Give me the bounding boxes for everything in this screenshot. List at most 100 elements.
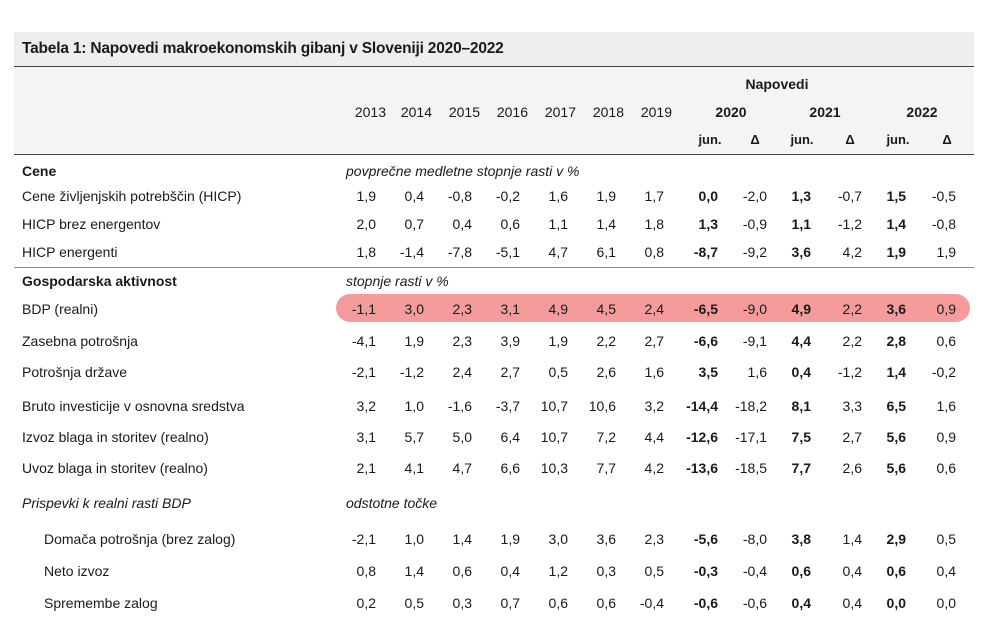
table-cell: 1,1 — [548, 216, 568, 232]
table-cell: -0,7 — [837, 188, 862, 204]
table-cell: 2,3 — [644, 531, 664, 547]
section-label: Cene — [22, 163, 57, 179]
table-cell: 3,2 — [356, 398, 376, 414]
table-cell: 2,6 — [842, 460, 862, 476]
table-cell: 0,7 — [404, 216, 424, 232]
table-cell: 1,4 — [452, 531, 472, 547]
table-cell: 0,6 — [936, 460, 956, 476]
table-cell: 1,9 — [936, 244, 956, 260]
table-cell: 5,6 — [886, 460, 906, 476]
table-cell: 0,2 — [356, 595, 376, 611]
table-cell: -5,1 — [495, 244, 520, 260]
year-header-2021: 2021 — [809, 104, 841, 120]
year-header-2013: 2013 — [354, 104, 386, 120]
table-cell: -6,6 — [693, 333, 718, 349]
table-title: Tabela 1: Napovedi makroekonomskih giban… — [22, 40, 504, 57]
table-cell: -1,2 — [837, 364, 862, 380]
table-cell: 3,0 — [404, 301, 424, 317]
table-cell: 0,6 — [791, 563, 811, 579]
table-cell: 0,5 — [404, 595, 424, 611]
table-cell: -13,6 — [686, 460, 718, 476]
row-label: Neto izvoz — [44, 563, 110, 579]
table-cell: 6,4 — [500, 429, 520, 445]
table-cell: 0,9 — [936, 301, 956, 317]
table-cell: 0,6 — [936, 333, 956, 349]
sub-header-2022-delta: Δ — [942, 132, 952, 147]
table-cell: -1,1 — [351, 301, 376, 317]
table-cell: 0,0 — [886, 595, 906, 611]
table-cell: 0,5 — [936, 531, 956, 547]
year-header-2020: 2020 — [715, 104, 747, 120]
table-cell: 1,8 — [356, 244, 376, 260]
row-label: Izvoz blaga in storitev (realno) — [22, 429, 209, 445]
table-cell: 1,5 — [886, 188, 906, 204]
table-cell: 3,5 — [698, 364, 718, 380]
table-cell: 1,9 — [356, 188, 376, 204]
table-cell: 0,6 — [452, 563, 472, 579]
table-cell: -0,6 — [693, 595, 718, 611]
table-cell: 2,4 — [644, 301, 664, 317]
table-cell: 3,3 — [842, 398, 862, 414]
table-cell: 0,6 — [548, 595, 568, 611]
table-cell: -12,6 — [686, 429, 718, 445]
section-note: stopnje rasti v % — [346, 273, 449, 289]
table-cell: 0,3 — [596, 563, 616, 579]
table-cell: 2,2 — [842, 301, 862, 317]
table-cell: 0,5 — [644, 563, 664, 579]
year-header-2016: 2016 — [496, 104, 528, 120]
title-divider — [14, 66, 974, 67]
table-cell: 1,8 — [644, 216, 664, 232]
table-cell: 3,0 — [548, 531, 568, 547]
section-note: odstotne točke — [346, 495, 438, 511]
table-cell: 0,0 — [936, 595, 956, 611]
year-header-2019: 2019 — [640, 104, 672, 120]
table-cell: -14,4 — [686, 398, 718, 414]
sub-header-2022-jun: jun. — [886, 132, 910, 147]
table-cell: -9,0 — [742, 301, 767, 317]
row-label: Zasebna potrošnja — [22, 333, 138, 349]
table-cell: -0,5 — [931, 188, 956, 204]
table-cell: 0,9 — [936, 429, 956, 445]
table-cell: 0,4 — [791, 364, 811, 380]
table-cell: 1,3 — [791, 188, 811, 204]
table-cell: 4,1 — [404, 460, 424, 476]
table-cell: 1,9 — [886, 244, 906, 260]
table-cell: 0,4 — [842, 563, 862, 579]
sub-header-2020-delta: Δ — [750, 132, 760, 147]
table-cell: -6,5 — [693, 301, 718, 317]
table-cell: 7,7 — [791, 460, 811, 476]
table-cell: -1,2 — [399, 364, 424, 380]
table-cell: -0,3 — [693, 563, 718, 579]
table-cell: 1,7 — [644, 188, 664, 204]
table-cell: 10,7 — [540, 429, 568, 445]
table-cell: 4,5 — [596, 301, 616, 317]
table-cell: 2,7 — [644, 333, 664, 349]
table-cell: 10,3 — [540, 460, 568, 476]
table-cell: 1,6 — [936, 398, 956, 414]
table-cell: 2,1 — [356, 460, 376, 476]
header-band — [14, 66, 974, 154]
table-cell: 6,6 — [500, 460, 520, 476]
table-cell: 2,8 — [886, 333, 906, 349]
table-cell: -7,8 — [447, 244, 472, 260]
table-cell: -9,2 — [742, 244, 767, 260]
table-cell: 2,6 — [596, 364, 616, 380]
title-bar — [14, 32, 974, 66]
table-cell: 3,1 — [356, 429, 376, 445]
table-cell: -18,5 — [735, 460, 767, 476]
table-cell: -8,7 — [693, 244, 718, 260]
table-cell: 0,4 — [500, 563, 520, 579]
table-cell: 0,6 — [886, 563, 906, 579]
table-cell: -0,4 — [639, 595, 664, 611]
header-divider — [14, 154, 974, 155]
table-cell: 1,6 — [548, 188, 568, 204]
table-cell: 0,6 — [500, 216, 520, 232]
table-cell: -2,1 — [351, 531, 376, 547]
table-cell: 0,0 — [698, 188, 718, 204]
table-cell: 3,6 — [791, 244, 811, 260]
table-cell: 1,0 — [404, 531, 424, 547]
table-cell: 5,6 — [886, 429, 906, 445]
row-label: Spremembe zalog — [44, 595, 158, 611]
table-cell: 2,3 — [452, 333, 472, 349]
section-divider — [14, 267, 974, 268]
